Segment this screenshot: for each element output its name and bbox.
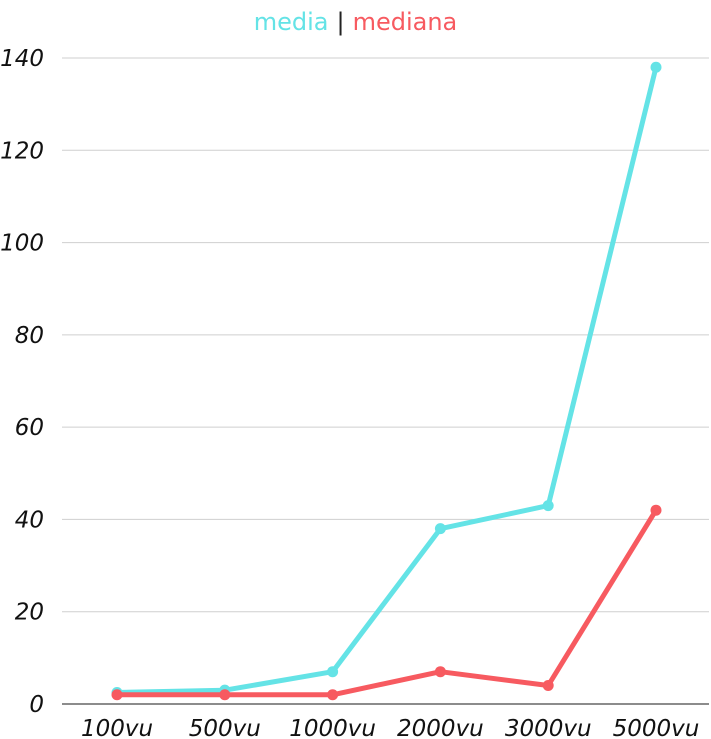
data-point-media — [327, 666, 339, 678]
x-tick-label: 5000vu — [613, 716, 700, 739]
y-tick-label: 20 — [15, 600, 44, 626]
x-axis-ticks: 100vu 500vu 1000vu 2000vu 3000vu 5000vu — [81, 716, 699, 739]
series-lines — [111, 61, 662, 701]
x-tick-label: 2000vu — [397, 716, 484, 739]
x-tick-label: 3000vu — [505, 716, 592, 739]
y-axis-ticks: 0 20 40 60 80 100 120 140 — [0, 46, 44, 718]
legend: media | mediana — [0, 6, 711, 38]
data-point-mediana — [111, 689, 123, 701]
y-tick-label: 40 — [15, 507, 44, 533]
x-tick-label: 100vu — [81, 716, 153, 739]
grid-lines — [62, 57, 709, 705]
data-point-mediana — [327, 689, 339, 701]
y-tick-label: 100 — [0, 231, 44, 257]
data-point-media — [650, 61, 662, 73]
y-tick-label: 80 — [15, 323, 44, 349]
legend-item-mediana: mediana — [352, 8, 458, 36]
y-tick-label: 60 — [15, 415, 44, 441]
series-line-media — [114, 64, 659, 695]
legend-item-media: media — [253, 8, 329, 36]
x-tick-label: 500vu — [189, 716, 261, 739]
series-line-mediana — [114, 507, 659, 698]
y-tick-label: 120 — [0, 138, 44, 164]
data-point-mediana — [434, 666, 446, 678]
data-point-media — [434, 523, 446, 535]
y-tick-label: 0 — [29, 692, 44, 718]
data-point-mediana — [542, 680, 554, 692]
x-tick-label: 1000vu — [289, 716, 376, 739]
data-point-mediana — [650, 504, 662, 516]
y-tick-label: 140 — [0, 46, 44, 72]
data-point-mediana — [219, 689, 231, 701]
data-point-media — [542, 500, 554, 512]
legend-separator: | — [336, 8, 345, 36]
